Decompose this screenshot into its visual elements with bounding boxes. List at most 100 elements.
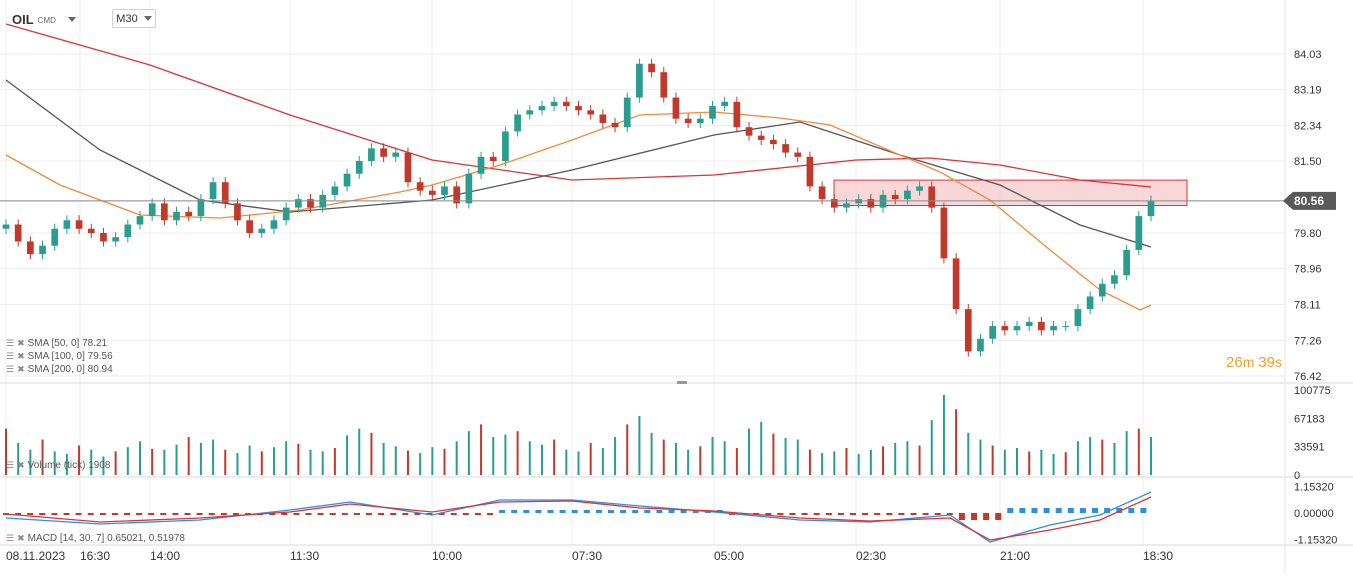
candle-body [441,186,448,195]
macd-histogram-bar [583,510,590,513]
time-tick-label: 14:00 [150,549,180,563]
symbol-selector[interactable]: OIL CMD [6,10,82,29]
macd-histogram-bar [595,510,602,513]
candle-body [794,152,802,157]
candle-body [100,232,107,242]
candle-body [209,182,217,200]
macd-histogram-bar [995,513,1002,520]
time-tick-label: 05:00 [714,549,744,563]
macd-histogram-bar [87,513,94,515]
macd-histogram-bar [1055,508,1062,513]
candle-body [989,326,996,339]
macd-histogram-bar [886,513,893,515]
price-tick-label: 78.11 [1294,299,1321,311]
macd-histogram-bar [63,513,70,515]
macd-histogram-bar [765,513,772,515]
macd-histogram-bar [692,510,699,513]
close-icon[interactable]: ✖ [17,364,25,374]
settings-icon[interactable]: ☰ [6,460,15,470]
countdown-sec-unit: s [1274,354,1282,370]
macd-histogram-bar [825,513,832,515]
candle-body [282,207,290,221]
legend-macd[interactable]: ☰ ✖ MACD [14, 30, 7] 0.65021, 0.51978 [6,533,185,544]
macd-histogram-bar [196,513,203,515]
legend-sma200[interactable]: ☰ ✖ SMA [200, 0] 80.94 [6,364,113,375]
price-tick-label: 83.19 [1294,85,1322,97]
legend-sma50[interactable]: ☰ ✖ SMA [50, 0] 78.21 [6,338,107,349]
candle-body [404,152,412,183]
settings-icon[interactable]: ☰ [6,338,15,348]
legend-macd-label: MACD [14, 30, 7] 0.65021, 0.51978 [27,533,185,544]
candle-body [648,63,655,73]
candle-body [39,245,46,255]
candle-body [684,118,692,123]
candle-body [977,338,984,352]
settings-icon[interactable]: ☰ [6,533,15,543]
macd-histogram-bar [1092,508,1098,513]
volume-tick-label: 0 [1294,470,1300,482]
macd-histogram-bar [571,510,578,513]
macd-histogram-bar [1079,508,1086,513]
candle-body [270,220,278,229]
candle-body [258,228,266,233]
candle-body [1025,321,1033,327]
macd-histogram-bar [874,513,881,515]
candle-body [1038,321,1045,331]
macd-histogram-bar [269,513,276,515]
close-icon[interactable]: ✖ [17,533,25,543]
time-tick-label: 07:30 [572,549,602,563]
macd-histogram-bar [172,513,179,515]
macd-histogram-bar [184,513,191,515]
macd-histogram-bar [450,513,457,515]
macd-histogram-bar [801,513,808,515]
candle-body [1062,326,1070,328]
candle-body [27,241,34,255]
candle-body [1111,275,1118,284]
candle-body [112,237,119,242]
macd-histogram-bar [462,513,469,515]
candle-body [63,220,71,229]
candle-body [368,148,375,162]
candle-body [1135,216,1143,250]
timeframe-selector[interactable]: M30 [112,9,156,28]
legend-volume[interactable]: ☰ ✖ Volume (tick) 1908 [6,460,110,471]
settings-icon[interactable]: ☰ [6,364,15,374]
legend-sma100[interactable]: ☰ ✖ SMA [100, 0] 79.56 [6,351,113,362]
macd-histogram-bar [910,513,917,515]
price-tick-label: 81.50 [1294,156,1322,168]
candle-body [940,207,948,259]
macd-histogram-bar [535,510,542,513]
macd-histogram-bar [51,513,58,515]
candle-body [514,114,521,132]
candle-body [502,131,509,162]
price-zone [833,179,1188,206]
macd-histogram-bar [620,510,627,513]
candle-body [636,63,643,98]
close-icon[interactable]: ✖ [17,338,25,348]
settings-icon[interactable]: ☰ [6,351,15,361]
timeframe-label: M30 [116,12,138,25]
chevron-down-icon [143,16,152,21]
macd-histogram-bar [499,510,506,513]
candle-body [307,199,314,208]
candle-body [246,220,253,233]
close-icon[interactable]: ✖ [17,351,25,361]
candle-body [830,199,838,208]
macd-histogram-bar [547,510,554,513]
legend-sma100-label: SMA [100, 0] 79.56 [27,351,113,362]
close-icon[interactable]: ✖ [17,460,25,470]
macd-histogram-bar [305,513,312,515]
macd-histogram-bar [208,513,215,515]
candle-body [148,203,156,217]
candle-body [928,186,936,208]
macd-histogram-bar [983,513,990,520]
sma100-line [5,79,1152,248]
candle-body [173,211,180,221]
candle-body [843,203,850,208]
macd-histogram-bar [99,513,106,515]
current-price-tag [1283,191,1336,210]
candle-body [538,106,546,111]
macd-histogram-bar [946,513,953,515]
